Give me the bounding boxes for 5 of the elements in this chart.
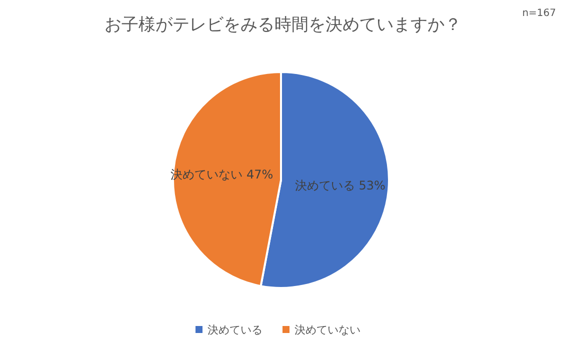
legend-label: 決めている (208, 324, 262, 336)
text: n=167 (522, 8, 556, 19)
chart-title: お子様がテレビをみる時間を決めていますか？ (104, 15, 462, 35)
category-label: 決めている 53% (294, 178, 386, 193)
legend-label: 決めていない (294, 324, 360, 336)
